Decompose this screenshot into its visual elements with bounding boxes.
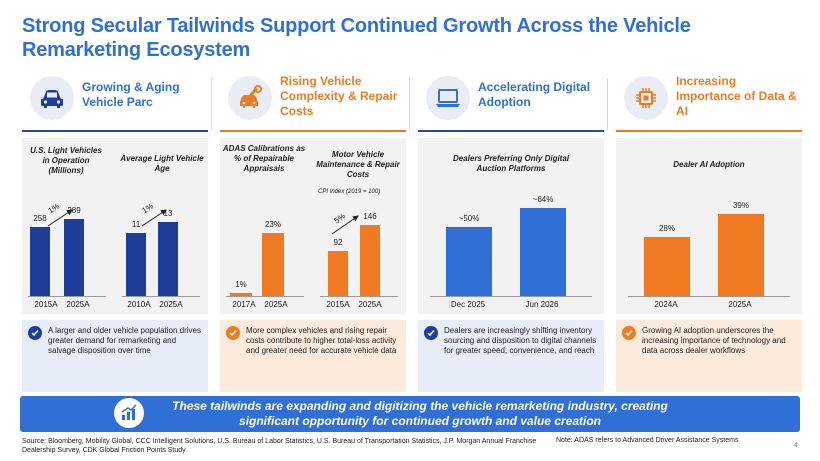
- column-heading: Rising Vehicle Complexity & Repair Costs: [280, 74, 398, 118]
- bar-value-label: 92: [333, 238, 343, 247]
- chart-title: Average Light Vehicle Age: [120, 154, 204, 173]
- laptop-icon: [426, 76, 470, 120]
- check-icon: [226, 326, 240, 340]
- chart-panel: Dealers Preferring Only Digital Auction …: [418, 138, 604, 314]
- bar-age-2010: [126, 233, 146, 296]
- check-icon: [28, 326, 42, 340]
- takeaway-box: A larger and older vehicle population dr…: [22, 320, 208, 392]
- x-tick-label: 2025A: [728, 300, 752, 309]
- x-tick-label: 2025A: [264, 300, 288, 309]
- column-complexity: Rising Vehicle Complexity & Repair Costs…: [220, 74, 406, 392]
- chart-panel: ADAS Calibrations as % of Repairable App…: [220, 138, 406, 314]
- x-axis: [122, 296, 200, 297]
- bar-adas-2025: [262, 233, 284, 296]
- bar-ai-2024: [644, 237, 690, 296]
- column-header: Accelerating Digital Adoption: [418, 74, 604, 126]
- header-rule: [418, 130, 604, 132]
- bar-cpi-2015: [328, 251, 348, 296]
- column-heading: Increasing Importance of Data & AI: [676, 74, 797, 118]
- banner-text: These tailwinds are expanding and digiti…: [172, 399, 668, 428]
- ai-chip-icon: [624, 76, 668, 120]
- column-divider: [409, 78, 410, 130]
- header-rule: [220, 130, 406, 132]
- column-heading: Accelerating Digital Adoption: [478, 80, 591, 109]
- bar-ai-2025: [718, 214, 764, 296]
- car-wrench-icon: [228, 76, 272, 120]
- takeaway-box: Dealers are increasingly shifting invent…: [418, 320, 604, 392]
- growth-arrows: [47, 209, 167, 227]
- bar-value-label: 258: [33, 214, 47, 223]
- takeaway-text: A larger and older vehicle population dr…: [48, 326, 201, 355]
- bar-value-label: 289: [67, 206, 81, 215]
- conclusion-banner: These tailwinds are expanding and digiti…: [20, 396, 800, 432]
- bar-value-label: 39%: [732, 201, 749, 210]
- column-header: Rising Vehicle Complexity & Repair Costs: [220, 74, 406, 126]
- column-digital: Accelerating Digital Adoption Dealers Pr…: [418, 74, 604, 392]
- chart-title: Motor Vehicle Maintenance & Repair Costs: [316, 150, 400, 179]
- column-data-ai: Increasing Importance of Data & AI Deale…: [616, 74, 802, 392]
- bar-value-label: 13: [163, 209, 173, 218]
- x-axis: [430, 296, 592, 297]
- takeaway-text: Dealers are increasingly shifting invent…: [444, 326, 597, 355]
- x-tick-label: 2025A: [66, 300, 90, 309]
- takeaway-text: Growing AI adoption underscores the incr…: [642, 326, 786, 355]
- x-tick-label: 2025A: [159, 300, 183, 309]
- growth-arrows: [331, 215, 359, 235]
- bar-value-label: 11: [131, 220, 141, 229]
- x-tick-label: 2025A: [358, 300, 382, 309]
- column-vehicle-parc: Growing & Aging Vehicle Parc U.S. Light …: [22, 74, 208, 392]
- x-axis: [320, 296, 398, 297]
- chart-title: ADAS Calibrations as % of Repairable App…: [222, 144, 306, 173]
- bar-vio-2015: [30, 227, 50, 296]
- check-icon: [622, 326, 636, 340]
- x-axis: [628, 296, 790, 297]
- column-divider: [211, 78, 212, 130]
- chart-title: U.S. Light Vehicles in Operation (Millio…: [30, 146, 102, 175]
- chart-panel: U.S. Light Vehicles in Operation (Millio…: [22, 138, 208, 314]
- column-header: Growing & Aging Vehicle Parc: [22, 74, 208, 126]
- chart-note: CPI Index (2019 = 100): [318, 189, 381, 195]
- bar-cpi-2025: [360, 225, 380, 296]
- bar-value-label: ~50%: [458, 214, 480, 223]
- page-number: 4: [794, 442, 798, 449]
- header-rule: [22, 130, 208, 132]
- chart-title: Dealer AI Adoption: [673, 160, 745, 169]
- takeaway-box: Growing AI adoption underscores the incr…: [616, 320, 802, 392]
- header-rule: [616, 130, 802, 132]
- bar-adas-2017: [230, 293, 252, 296]
- column-heading: Growing & Aging Vehicle Parc: [82, 80, 180, 109]
- column-divider: [607, 78, 608, 130]
- page-title: Strong Secular Tailwinds Support Continu…: [22, 15, 691, 61]
- car-icon: [30, 76, 74, 120]
- bar-digital-dec-2025: [446, 227, 492, 296]
- source-note: Source: Bloomberg, Mobility Global, CCC …: [22, 438, 537, 454]
- bar-digital-jun-2026: [520, 208, 566, 296]
- takeaway-text: More complex vehicles and rising repair …: [246, 326, 397, 355]
- x-tick-label: 2024A: [654, 300, 678, 309]
- x-tick-label: 2015A: [34, 300, 58, 309]
- chart-panel: Dealer AI Adoption 28% 39% 2024A 2025A: [616, 138, 802, 314]
- footnote: Note: ADAS refers to Advanced Driver Ass…: [556, 437, 739, 444]
- bar-value-label: 28%: [658, 224, 675, 233]
- x-tick-label: Jun 2026: [525, 300, 559, 309]
- x-tick-label: Dec 2025: [450, 300, 486, 309]
- chart-title: Dealers Preferring Only Digital Auction …: [452, 154, 570, 173]
- bar-value-label: 1%: [235, 280, 247, 289]
- bar-age-2025: [158, 222, 178, 296]
- x-tick-label: 2015A: [326, 300, 350, 309]
- takeaway-box: More complex vehicles and rising repair …: [220, 320, 406, 392]
- x-tick-label: 2010A: [127, 300, 151, 309]
- growth-chart-icon: [112, 396, 146, 430]
- column-header: Increasing Importance of Data & AI: [616, 74, 802, 126]
- bar-value-label: 23%: [264, 220, 281, 229]
- x-axis: [226, 296, 304, 297]
- bar-value-label: ~64%: [532, 195, 554, 204]
- check-icon: [424, 326, 438, 340]
- x-tick-label: 2017A: [232, 300, 256, 309]
- bar-vio-2025: [64, 219, 84, 296]
- bar-value-label: 146: [363, 212, 377, 221]
- x-axis: [28, 296, 106, 297]
